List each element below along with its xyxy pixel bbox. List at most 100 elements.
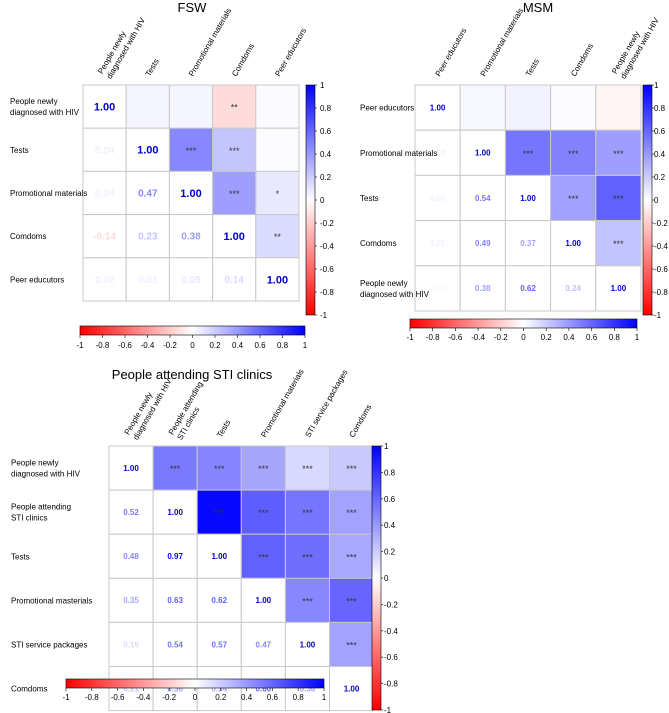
horizontal-colorbar-tick-label: -0.8 bbox=[426, 333, 440, 342]
vertical-colorbar-tick-label: 0.8 bbox=[654, 104, 666, 113]
heatmap-cell bbox=[108, 533, 154, 579]
horizontal-colorbar-tick-label: 0 bbox=[190, 341, 195, 350]
row-label: Comdoms bbox=[360, 239, 396, 248]
heatmap-cell bbox=[152, 621, 198, 668]
heatmap-cell bbox=[329, 533, 375, 579]
correlation-value: 0.47 bbox=[256, 640, 272, 649]
row-label: People newly bbox=[10, 97, 58, 106]
heatmap-cell bbox=[329, 445, 375, 491]
correlation-value: 0.02 bbox=[95, 275, 115, 286]
horizontal-colorbar-tick-label: 0.8 bbox=[277, 341, 289, 350]
horizontal-colorbar-tick-label: -1 bbox=[76, 341, 84, 350]
correlation-value: 0.15 bbox=[123, 640, 139, 649]
row-label: STI clinics bbox=[11, 514, 47, 523]
horizontal-colorbar-tick-label: 0.6 bbox=[267, 693, 279, 702]
column-label: Comdoms bbox=[347, 403, 373, 439]
significance-label: *** bbox=[568, 149, 579, 159]
column-label: Peer educutors bbox=[273, 27, 308, 78]
correlation-value: 0.52 bbox=[123, 508, 139, 517]
significance-label: *** bbox=[186, 146, 197, 156]
row-label: Tests bbox=[11, 552, 30, 561]
column-label: Comdoms bbox=[230, 42, 256, 78]
horizontal-colorbar-tick-label: 0.4 bbox=[241, 693, 253, 702]
horizontal-colorbar-tick-label: 0.2 bbox=[215, 693, 227, 702]
heatmap-cell bbox=[152, 533, 198, 579]
significance-label: *** bbox=[258, 508, 269, 518]
correlation-value: 0.48 bbox=[123, 552, 139, 561]
column-label-text: Tests bbox=[215, 418, 232, 439]
heatmap-cell bbox=[284, 577, 330, 623]
row-label: Peer educutors bbox=[360, 104, 414, 113]
column-label-text: Comdoms bbox=[347, 403, 373, 439]
heatmap-cell bbox=[255, 127, 300, 172]
column-label: Tests bbox=[215, 418, 232, 439]
heatmap-cell bbox=[504, 129, 552, 176]
column-label-text: Peer educutors bbox=[434, 27, 469, 78]
significance-label: *** bbox=[346, 464, 357, 474]
heatmap-cell bbox=[459, 265, 506, 312]
horizontal-colorbar bbox=[79, 325, 306, 336]
horizontal-colorbar-tick-label: 0.6 bbox=[586, 333, 598, 342]
heatmap-cell bbox=[212, 84, 257, 129]
column-label: Comdoms bbox=[569, 42, 595, 78]
correlation-value: 0.36 bbox=[167, 684, 183, 693]
column-label-text: Promotional materials bbox=[187, 6, 233, 78]
heatmap-cell bbox=[152, 577, 198, 623]
row-label: People attending bbox=[11, 503, 71, 512]
significance-label: *** bbox=[346, 596, 357, 606]
chart-title: MSM bbox=[523, 0, 553, 15]
heatmap-cell bbox=[82, 214, 127, 259]
vertical-colorbar-tick-label: -1 bbox=[654, 311, 662, 320]
vertical-colorbar-tick-label: 0 bbox=[384, 574, 389, 583]
heatmap-cell bbox=[152, 666, 198, 712]
correlation-value: 0.36 bbox=[300, 684, 316, 693]
column-label-text: Comdoms bbox=[230, 42, 256, 78]
heatmap-cell bbox=[595, 220, 642, 267]
significance-label: *** bbox=[346, 640, 357, 650]
heatmap-cell bbox=[108, 666, 154, 712]
column-label: Promotional materials bbox=[187, 6, 233, 78]
significance-label: *** bbox=[258, 464, 269, 474]
diagonal-value: 1.00 bbox=[565, 239, 581, 248]
horizontal-colorbar-tick-label: -0.2 bbox=[494, 333, 508, 342]
heatmap-cell bbox=[284, 489, 330, 535]
heatmap-cell bbox=[82, 257, 127, 302]
correlation-value: 0.57 bbox=[211, 640, 227, 649]
row-label: Comdoms bbox=[10, 232, 46, 241]
heatmap-cell bbox=[284, 666, 330, 712]
significance-label: *** bbox=[302, 596, 313, 606]
correlation-value: 0.01 bbox=[430, 239, 446, 248]
correlation-value: 0.62 bbox=[211, 596, 227, 605]
heatmap-cell bbox=[196, 577, 242, 623]
horizontal-colorbar bbox=[65, 678, 325, 689]
horizontal-colorbar-tick-label: -0.6 bbox=[449, 333, 463, 342]
significance-label: *** bbox=[613, 239, 624, 249]
heatmap-cell bbox=[504, 265, 552, 312]
horizontal-colorbar-tick-label: 0.4 bbox=[232, 341, 244, 350]
heatmap-cell bbox=[168, 84, 214, 129]
column-label-text: Promotional materials bbox=[479, 6, 525, 78]
correlation-value: 0.01 bbox=[138, 275, 158, 286]
diagonal-value: 1.00 bbox=[430, 103, 446, 112]
heatmap-cell bbox=[240, 577, 286, 623]
heatmap-cell bbox=[168, 214, 214, 259]
horizontal-colorbar-tick-label: 0.8 bbox=[609, 333, 621, 342]
vertical-colorbar-tick-label: 0.2 bbox=[384, 548, 396, 557]
row-label: diagnosed with HIV bbox=[11, 470, 81, 479]
horizontal-colorbar-tick-label: -0.4 bbox=[141, 341, 155, 350]
row-label: Promotional masterials bbox=[11, 596, 92, 605]
horizontal-colorbar-tick-label: 0.2 bbox=[209, 341, 221, 350]
correlation-value: 0.47 bbox=[138, 189, 158, 200]
vertical-colorbar-tick-label: 0.8 bbox=[384, 468, 396, 477]
chart-title: FSW bbox=[178, 0, 208, 15]
horizontal-colorbar-tick-label: 0.2 bbox=[541, 333, 553, 342]
significance-label: *** bbox=[302, 464, 313, 474]
vertical-colorbar-tick-label: -0.4 bbox=[654, 242, 668, 251]
significance-label: *** bbox=[613, 149, 624, 159]
diagonal-value: 1.00 bbox=[123, 464, 139, 473]
heatmap-cell bbox=[459, 84, 506, 131]
diagonal-value: 1.00 bbox=[300, 640, 316, 649]
